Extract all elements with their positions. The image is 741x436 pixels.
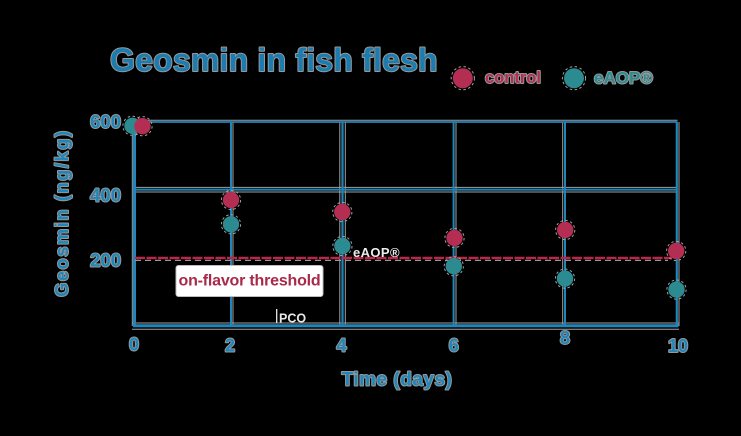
svg-text:on-flavor threshold: on-flavor threshold (179, 272, 321, 289)
svg-text:eAOP®: eAOP® (594, 69, 653, 88)
svg-text:Geosmin (ng/kg): Geosmin (ng/kg) (52, 129, 72, 297)
svg-text:200: 200 (90, 250, 121, 271)
svg-text:Time (days): Time (days) (342, 370, 453, 391)
svg-text:control: control (485, 69, 541, 87)
svg-text:4: 4 (336, 336, 346, 356)
svg-text:8: 8 (560, 328, 570, 348)
svg-text:6: 6 (449, 336, 459, 356)
svg-text:600: 600 (90, 111, 121, 132)
svg-text:eAOP®: eAOP® (353, 245, 400, 260)
svg-text:400: 400 (90, 185, 121, 206)
svg-text:2: 2 (225, 336, 235, 356)
svg-text:PCO: PCO (279, 311, 306, 325)
svg-text:10: 10 (668, 336, 688, 356)
svg-text:Geosmin in fish flesh: Geosmin in fish flesh (110, 42, 438, 78)
svg-text:0: 0 (129, 334, 139, 354)
